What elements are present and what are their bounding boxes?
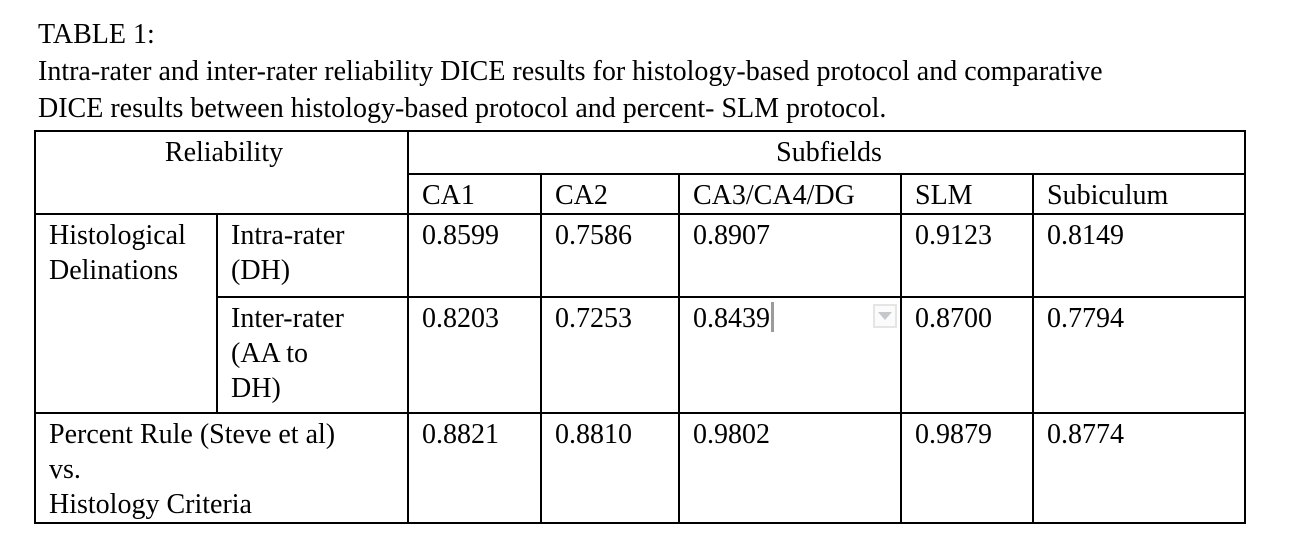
cell-intra-rater-label[interactable]: Intra-rater (DH) [216, 213, 409, 298]
row-group-line2: Delinations [49, 255, 179, 286]
cell-intra-ca3ca4dg[interactable]: 0.8907 [678, 213, 902, 298]
cell-intra-subiculum[interactable]: 0.8149 [1031, 213, 1247, 298]
inter-rater-line2: (AA to [231, 338, 308, 369]
cell-percent-ca3ca4dg[interactable]: 0.9802 [678, 412, 902, 524]
cell-intra-ca2[interactable]: 0.7586 [540, 213, 680, 298]
value-percent-ca3ca4dg: 0.9802 [693, 419, 770, 450]
colhead-ca1-label: CA1 [422, 180, 475, 211]
cell-histological-delinations[interactable]: Histological Delinations [34, 213, 218, 414]
cell-inter-ca1[interactable]: 0.8203 [407, 296, 542, 414]
inter-rater-line3: DH) [231, 373, 281, 404]
table-caption-line3: DICE results between histology-based pro… [38, 93, 887, 124]
cell-percent-slm[interactable]: 0.9879 [900, 412, 1034, 524]
value-intra-subiculum: 0.8149 [1047, 220, 1124, 251]
table-caption: TABLE 1: Intra-rater and inter-rater rel… [38, 16, 1103, 127]
cell-inter-ca3ca4dg-active[interactable]: 0.8439 [678, 296, 902, 414]
value-inter-subiculum: 0.7794 [1047, 303, 1124, 334]
cell-subfields-header[interactable]: Subfields [406, 130, 1247, 175]
table-row-intra-rater: Histological Delinations Intra-rater (DH… [34, 213, 1247, 414]
colhead-slm-label: SLM [915, 180, 973, 211]
cell-intra-slm[interactable]: 0.9123 [900, 213, 1034, 298]
reliability-label: Reliability [164, 137, 284, 168]
colhead-subiculum-label: Subiculum [1047, 180, 1169, 211]
cell-inter-subiculum[interactable]: 0.7794 [1031, 296, 1247, 414]
value-inter-ca3ca4dg: 0.8439 [693, 303, 770, 334]
chevron-down-icon [878, 312, 892, 320]
cell-colhead-ca1[interactable]: CA1 [407, 173, 542, 215]
value-percent-ca2: 0.8810 [555, 419, 632, 450]
inter-rater-line1: Inter-rater [231, 303, 344, 334]
intra-rater-line1: Intra-rater [231, 220, 345, 251]
cell-intra-ca1[interactable]: 0.8599 [407, 213, 542, 298]
cell-percent-ca2[interactable]: 0.8810 [540, 412, 680, 524]
percent-rule-line1: Percent Rule (Steve et al) [49, 419, 336, 450]
cell-inter-ca2[interactable]: 0.7253 [540, 296, 680, 414]
value-intra-ca2: 0.7586 [555, 220, 632, 251]
header-row-top: Reliability Subfields [34, 130, 1247, 215]
table-caption-title: TABLE 1: [38, 19, 155, 50]
value-inter-slm: 0.8700 [915, 303, 992, 334]
reliability-table: Reliability Subfields CA1 CA2 CA3/CA4/DG… [34, 130, 1247, 524]
value-inter-ca1: 0.8203 [422, 303, 499, 334]
value-percent-slm: 0.9879 [915, 419, 992, 450]
cell-percent-ca1[interactable]: 0.8821 [407, 412, 542, 524]
percent-rule-line2: vs. [49, 454, 81, 485]
table-row-inter-rater: Inter-rater (AA to DH) 0.8203 0.7253 0.8… [35, 296, 1247, 414]
cell-colhead-ca2[interactable]: CA2 [540, 173, 680, 215]
value-intra-ca1: 0.8599 [422, 220, 499, 251]
colhead-ca3ca4dg-label: CA3/CA4/DG [693, 180, 855, 211]
intra-rater-line2: (DH) [231, 255, 291, 286]
value-inter-ca2: 0.7253 [555, 303, 632, 334]
value-intra-ca3ca4dg: 0.8907 [693, 220, 770, 251]
value-percent-subiculum: 0.8774 [1047, 419, 1124, 450]
header-row-columns: CA1 CA2 CA3/CA4/DG SLM Subiculum [35, 173, 1247, 215]
subfields-label: Subfields [776, 137, 882, 168]
value-intra-slm: 0.9123 [915, 220, 992, 251]
cell-reliability-header[interactable]: Reliability [34, 130, 409, 215]
table-row-percent-rule: Percent Rule (Steve et al) vs. Histology… [34, 412, 1247, 524]
cell-colhead-slm[interactable]: SLM [900, 173, 1034, 215]
cell-colhead-subiculum[interactable]: Subiculum [1031, 173, 1247, 215]
percent-rule-line3: Histology Criteria [49, 489, 252, 520]
value-percent-ca1: 0.8821 [422, 419, 499, 450]
cell-inter-slm[interactable]: 0.8700 [900, 296, 1034, 414]
cell-dropdown-button[interactable] [873, 304, 897, 328]
cell-colhead-ca3ca4dg[interactable]: CA3/CA4/DG [678, 173, 902, 215]
row-group-line1: Histological [49, 220, 186, 251]
table-caption-line2: Intra-rater and inter-rater reliability … [38, 56, 1103, 87]
cell-percent-rule-label[interactable]: Percent Rule (Steve et al) vs. Histology… [34, 412, 409, 524]
text-cursor [771, 302, 774, 332]
cell-inter-rater-label[interactable]: Inter-rater (AA to DH) [216, 296, 409, 414]
colhead-ca2-label: CA2 [555, 180, 608, 211]
cell-percent-subiculum[interactable]: 0.8774 [1031, 412, 1247, 524]
